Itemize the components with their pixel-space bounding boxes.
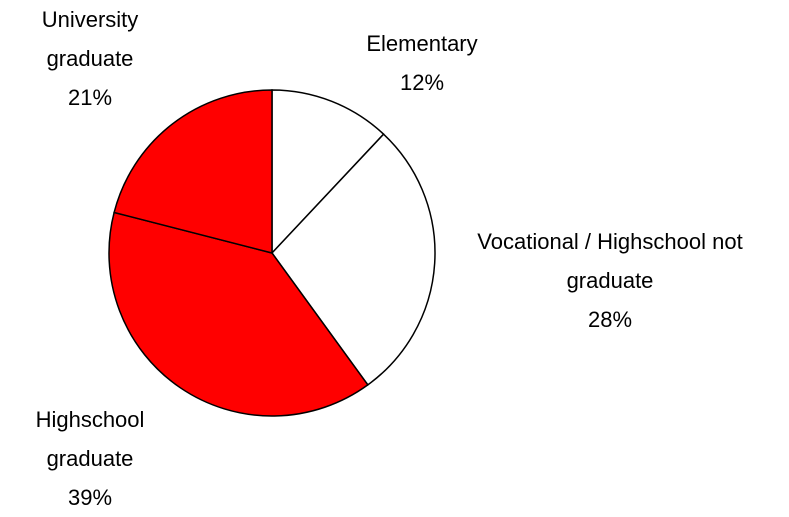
- pie-slice: [113, 89, 273, 254]
- value-label: 12%: [399, 70, 445, 95]
- value-label: 21%: [67, 85, 113, 110]
- category-label: Vocational / Highschool not graduate: [477, 229, 743, 293]
- slice-label: Elementary 12%: [332, 24, 512, 102]
- value-label: 28%: [587, 307, 633, 332]
- value-label: 39%: [67, 485, 113, 510]
- category-label: University graduate: [41, 7, 139, 71]
- slice-label: University graduate 21%: [10, 0, 170, 117]
- pie-slice: [108, 211, 369, 417]
- slice-label: Vocational / Highschool not graduate 28%: [450, 222, 770, 339]
- category-label: Highschool graduate: [35, 407, 145, 471]
- slice-label: Highschool graduate 39%: [10, 400, 170, 517]
- category-label: Elementary: [366, 31, 478, 56]
- pie-slice: [271, 133, 436, 386]
- pie-slice: [271, 89, 385, 255]
